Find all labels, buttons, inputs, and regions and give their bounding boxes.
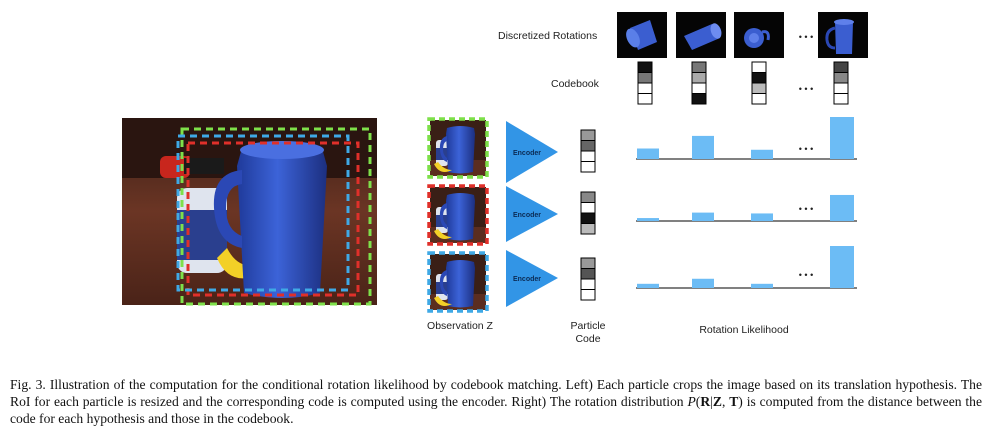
particle-code-2-cell-3 [580, 212, 596, 224]
likelihood-bar-1-2 [692, 135, 714, 159]
particle-code-2-cell-1 [580, 191, 596, 203]
figure-caption: Fig. 3. Illustration of the computation … [10, 376, 982, 427]
caption-prefix: Fig. 3. Illustration of the computation … [10, 377, 982, 409]
likelihood-bar-2-2 [692, 212, 714, 221]
codebook-1-cell-1 [637, 61, 653, 73]
codebook-3-cell-2 [751, 72, 767, 84]
caption-suffix: is computed from the distance between th… [10, 394, 982, 426]
rotation-thumbnail-4 [818, 12, 868, 58]
scene-roi-red [186, 141, 360, 297]
particle-code-3-cell-1 [580, 257, 596, 269]
observation-crop-red [427, 184, 489, 246]
codebook-3-cell-4 [751, 93, 767, 105]
codebook-4-cell-4 [833, 93, 849, 105]
particle-code-2-cell-4 [580, 223, 596, 235]
encoder-triangle-3 [506, 250, 558, 307]
particle-code-1-cell-4 [580, 161, 596, 173]
codebook-2-cell-1 [691, 61, 707, 73]
caption-formula-open: ( [695, 394, 701, 409]
caption-formula-p: P [687, 394, 696, 409]
particle-code-3-cell-2 [580, 268, 596, 280]
codebook-codes [637, 61, 849, 105]
caption-formula-r: R [700, 394, 711, 409]
likelihood-bar-1-1 [637, 148, 659, 159]
codebook-1-cell-4 [637, 93, 653, 105]
caption-formula-comma: , [721, 394, 730, 409]
scene-roi-green [180, 127, 372, 306]
likelihood-ellipsis-3: • • • [799, 270, 813, 280]
codebook-1-cell-3 [637, 82, 653, 94]
likelihood-bar-1-4 [830, 117, 854, 159]
scene-roi-blue [176, 134, 350, 292]
rotation-ellipsis: • • • [799, 32, 813, 42]
caption-formula-bar: | [710, 394, 713, 409]
encoder-label-1: Encoder [513, 150, 541, 157]
codebook-4-cell-1 [833, 61, 849, 73]
likelihood-bar-2-1 [637, 218, 659, 221]
discretized-rotations-label: Discretized Rotations [498, 30, 598, 42]
particle-code-label-line1: Particle [570, 320, 606, 332]
caption-formula-close: ) [738, 394, 743, 409]
likelihood-bar-3-3 [751, 283, 773, 288]
particle-code-label-line2: Code [575, 333, 601, 345]
particle-code-1-cell-3 [580, 150, 596, 162]
codebook-label: Codebook [551, 78, 599, 90]
codebook-2-cell-2 [691, 72, 707, 84]
codebook-2-cell-3 [691, 82, 707, 94]
particle-codes [580, 129, 596, 301]
rotation-likelihood-label: Rotation Likelihood [699, 324, 789, 336]
codebook-2-cell-4 [691, 93, 707, 105]
observation-crop-blue [427, 251, 489, 313]
codebook-3-cell-3 [751, 82, 767, 94]
caption-formula-z: Z [712, 394, 722, 409]
encoder-label-3: Encoder [513, 276, 541, 283]
encoder-label-2: Encoder [513, 212, 541, 219]
likelihood-bar-3-1 [637, 283, 659, 288]
observation-label: Observation Z [427, 320, 493, 332]
particle-code-3-cell-4 [580, 289, 596, 301]
particle-code-1-cell-1 [580, 129, 596, 141]
encoder-triangle-1 [506, 121, 558, 183]
scene-photo [122, 118, 377, 305]
codebook-ellipsis: • • • [799, 84, 813, 94]
particle-code-1-cell-2 [580, 140, 596, 152]
likelihood-bar-2-3 [751, 213, 773, 221]
likelihood-bar-2-4 [830, 194, 854, 221]
likelihood-bar-1-3 [751, 149, 773, 159]
likelihood-ellipsis-2: • • • [799, 204, 813, 214]
likelihood-rows [636, 117, 857, 289]
particle-code-2-cell-2 [580, 202, 596, 214]
codebook-4-cell-2 [833, 72, 849, 84]
observation-crop-green [427, 117, 489, 179]
likelihood-ellipsis-1: • • • [799, 144, 813, 154]
caption-formula-t: T [729, 394, 739, 409]
likelihood-bar-3-4 [830, 246, 854, 288]
encoder-triangle-2 [506, 186, 558, 242]
particle-code-3-cell-3 [580, 278, 596, 290]
codebook-1-cell-2 [637, 72, 653, 84]
codebook-4-cell-3 [833, 82, 849, 94]
rotation-thumbnail-3 [734, 12, 784, 58]
likelihood-bar-3-2 [692, 278, 714, 288]
rotation-thumbnail-1 [617, 12, 667, 58]
codebook-3-cell-1 [751, 61, 767, 73]
rotation-thumbnail-2 [676, 12, 726, 58]
